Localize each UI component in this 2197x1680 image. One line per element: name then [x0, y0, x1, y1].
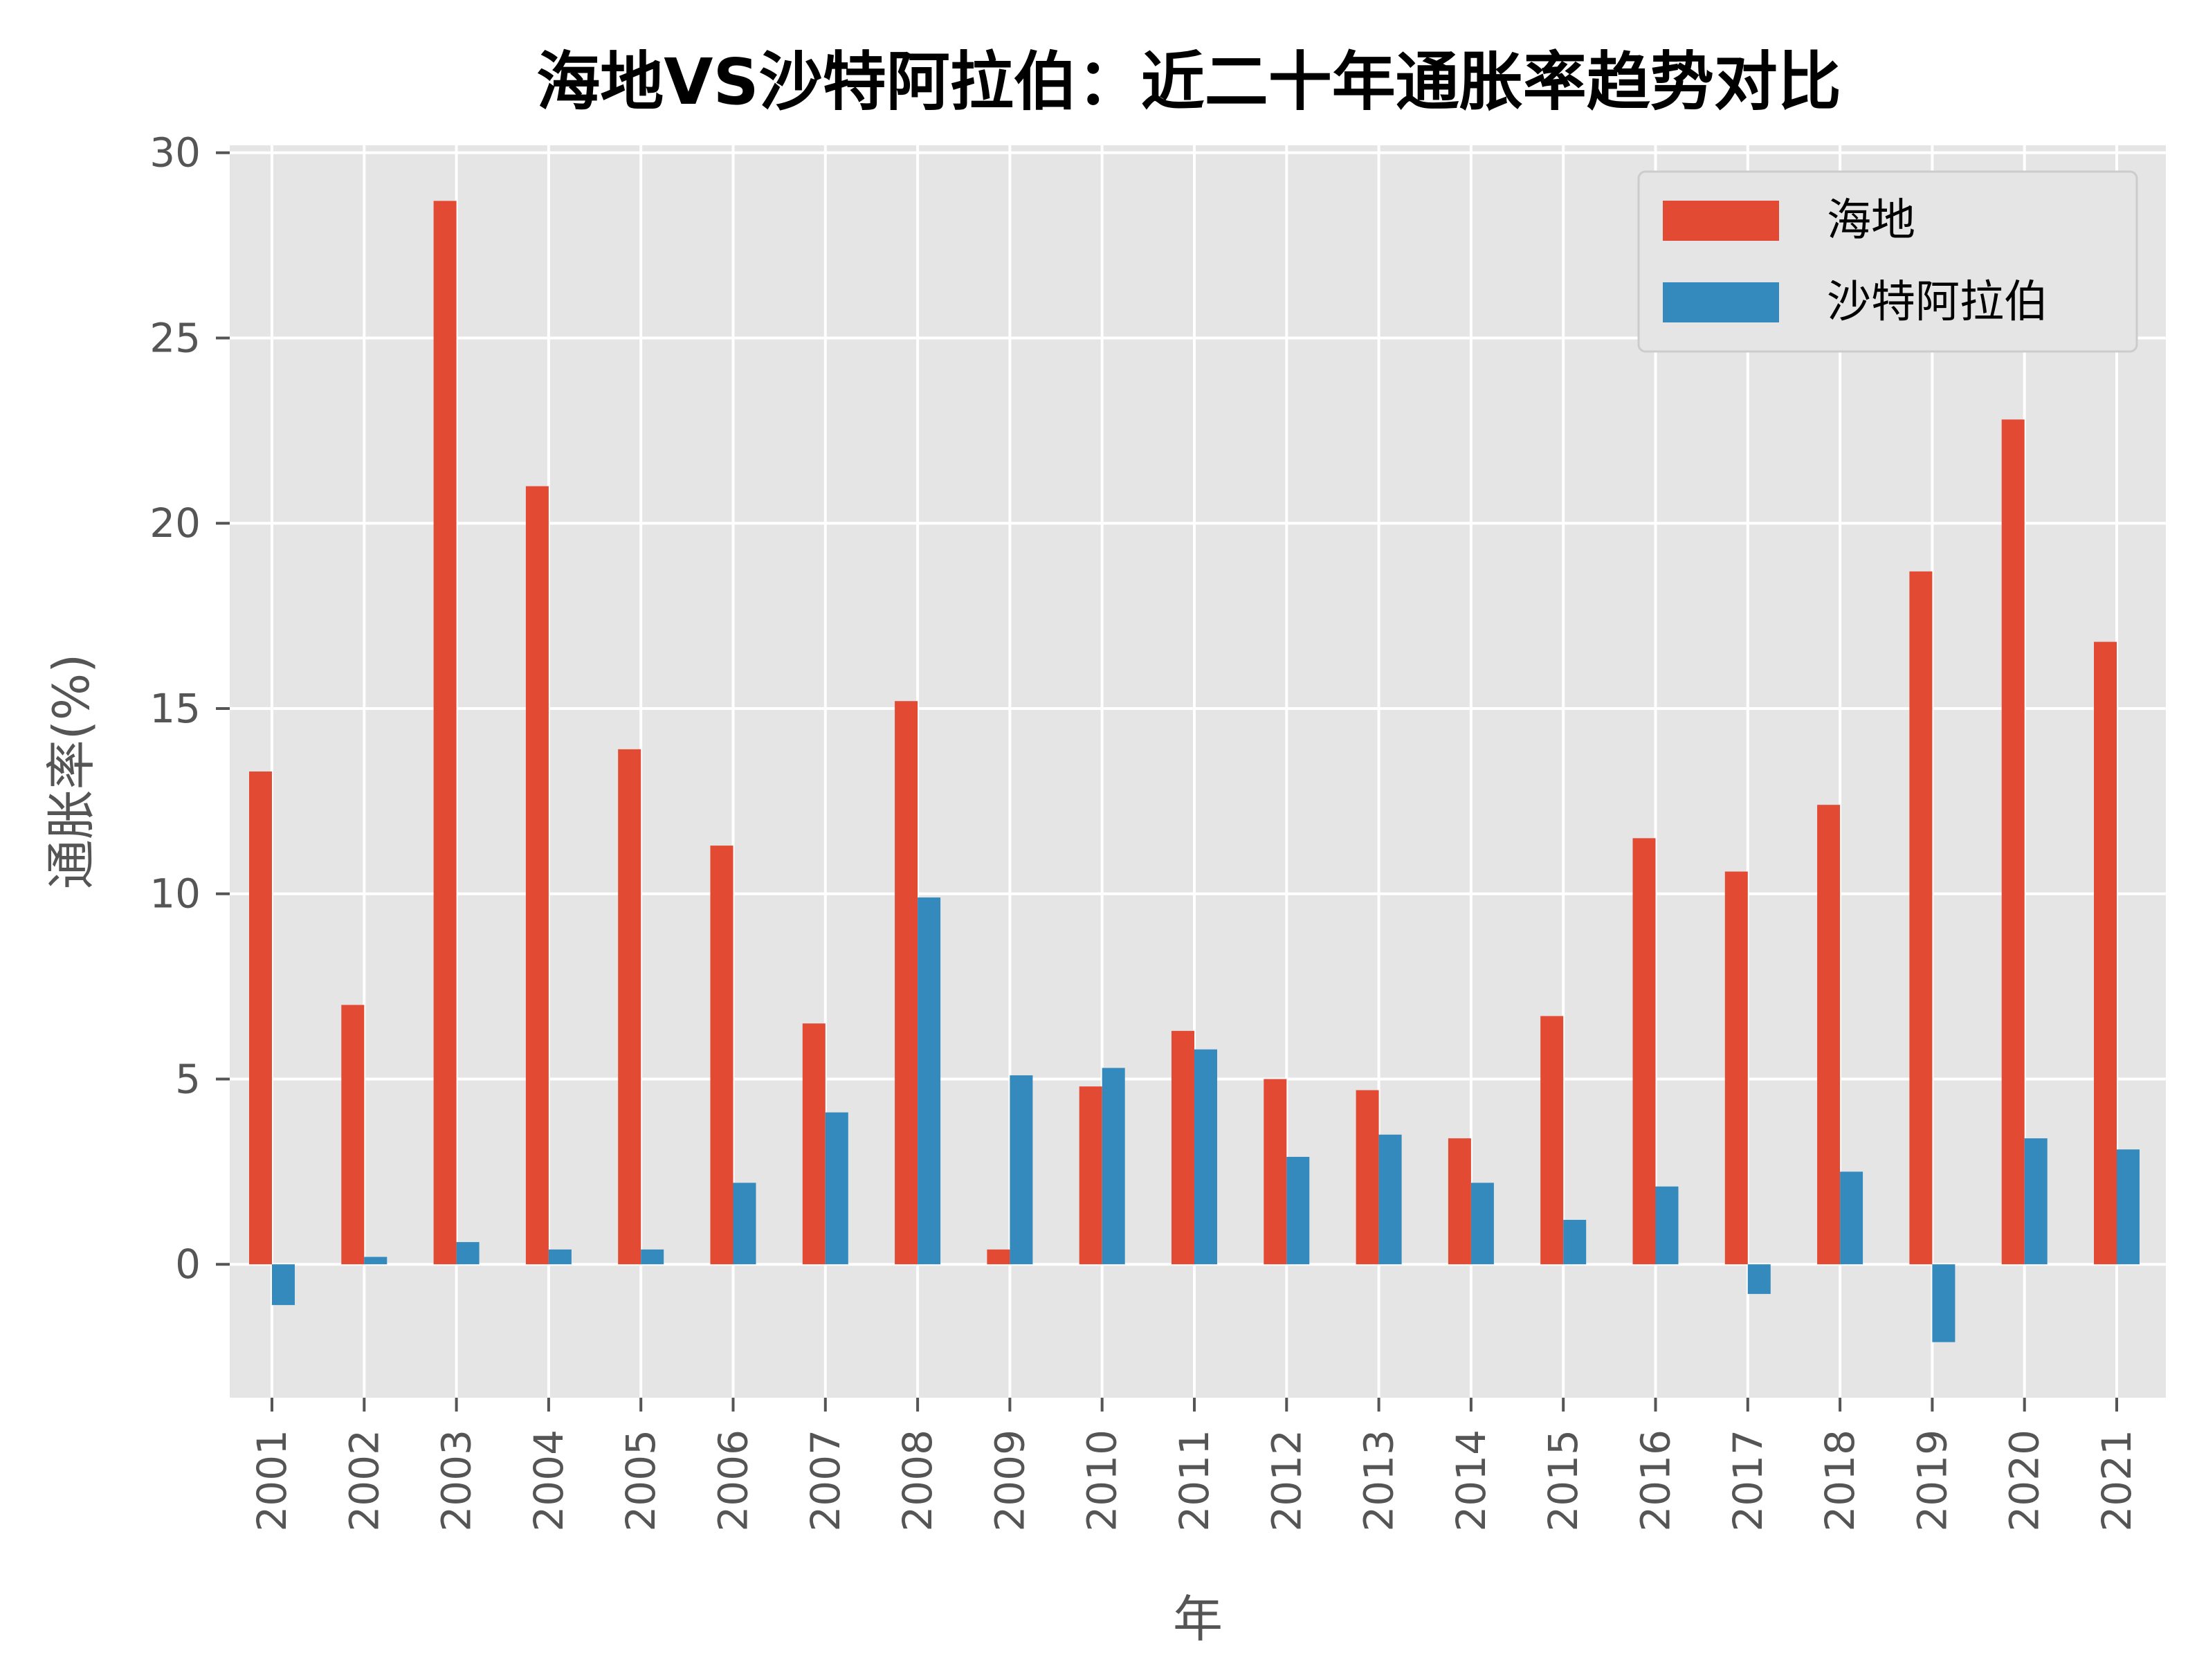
- y-axis-label: 通胀率(%): [42, 654, 100, 890]
- bar-series-1-2001: [249, 771, 272, 1265]
- bar-series-1-2018: [1817, 805, 1841, 1265]
- bar-series-2-2005: [641, 1249, 664, 1265]
- legend-label: 沙特阿拉伯: [1827, 277, 2048, 328]
- y-tick-label: 25: [149, 314, 201, 361]
- bar-series-2-2021: [2117, 1149, 2140, 1265]
- legend-swatch: [1663, 282, 1779, 322]
- x-tick-label: 2002: [340, 1430, 388, 1532]
- bar-series-1-2007: [802, 1023, 826, 1265]
- x-tick-label: 2017: [1724, 1430, 1771, 1532]
- bar-series-1-2017: [1724, 871, 1748, 1265]
- x-tick-label: 2010: [1079, 1430, 1126, 1532]
- bar-series-1-2011: [1172, 1030, 1194, 1265]
- bar-series-1-2012: [1264, 1079, 1287, 1265]
- bar-series-2-2006: [733, 1183, 756, 1265]
- y-tick-label: 20: [149, 500, 201, 547]
- x-tick-label: 2019: [1908, 1430, 1956, 1532]
- x-axis-label: 年: [1173, 1590, 1223, 1648]
- x-tick-label: 2018: [1816, 1430, 1863, 1532]
- x-tick-label: 2005: [617, 1430, 664, 1532]
- bars-layer: [249, 201, 2140, 1342]
- bar-series-2-2011: [1194, 1049, 1217, 1265]
- bar-series-2-2001: [272, 1264, 295, 1306]
- x-tick-label: 2011: [1171, 1430, 1218, 1532]
- bar-series-2-2013: [1378, 1134, 1402, 1265]
- bar-series-2-2003: [456, 1242, 480, 1265]
- legend-swatch: [1663, 201, 1779, 241]
- x-tick-label: 2007: [802, 1430, 849, 1532]
- bar-series-2-2007: [825, 1112, 848, 1265]
- x-tick-label: 2001: [248, 1430, 295, 1532]
- x-tick-label: 2013: [1356, 1430, 1403, 1532]
- bar-series-2-2018: [1840, 1171, 1863, 1265]
- x-tick-label: 2012: [1263, 1430, 1310, 1532]
- bar-series-1-2020: [2001, 419, 2025, 1265]
- x-tick-label: 2006: [710, 1430, 757, 1532]
- chart-title: 海地VS沙特阿拉伯：近二十年通胀率趋势对比: [536, 45, 1841, 119]
- bar-series-1-2006: [710, 846, 733, 1265]
- bar-series-1-2019: [1909, 571, 1933, 1265]
- bar-series-1-2004: [525, 486, 549, 1265]
- bar-series-1-2013: [1356, 1090, 1379, 1265]
- bar-series-1-2009: [987, 1249, 1010, 1265]
- axes-layer: 0 5 10 15 20 25 30 2001 2002 2003 2004 2005 2006 2007…: [149, 129, 2140, 1532]
- x-tick-label: 2021: [2093, 1430, 2140, 1532]
- x-tick-label: 2014: [1448, 1430, 1495, 1532]
- x-tick-label: 2015: [1540, 1430, 1587, 1532]
- bar-series-2-2012: [1286, 1156, 1310, 1265]
- bar-series-1-2002: [341, 1005, 365, 1265]
- y-tick-label: 10: [149, 870, 201, 917]
- legend-label: 海地: [1827, 195, 1915, 246]
- bar-series-2-2002: [364, 1257, 388, 1265]
- bar-series-1-2003: [433, 201, 457, 1265]
- y-tick-label: 30: [149, 129, 201, 176]
- bar-series-1-2021: [2094, 641, 2117, 1265]
- bar-series-2-2004: [548, 1249, 572, 1265]
- bar-series-1-2015: [1540, 1016, 1564, 1265]
- bar-series-1-2008: [895, 701, 918, 1265]
- bar-series-2-2015: [1563, 1219, 1587, 1265]
- bar-series-2-2014: [1470, 1183, 1494, 1265]
- bar-series-1-2016: [1632, 838, 1656, 1265]
- y-tick-label: 15: [149, 685, 201, 732]
- bar-series-1-2014: [1448, 1138, 1471, 1265]
- bar-series-1-2010: [1079, 1086, 1102, 1265]
- y-tick-label: 5: [175, 1055, 201, 1102]
- y-tick-label: 0: [175, 1241, 201, 1288]
- bar-series-2-2010: [1102, 1068, 1125, 1265]
- x-tick-label: 2008: [894, 1430, 941, 1532]
- bar-series-2-2019: [1932, 1264, 1956, 1342]
- bar-series-2-2009: [1010, 1075, 1033, 1265]
- x-tick-label: 2003: [433, 1430, 480, 1532]
- bar-series-1-2005: [618, 749, 641, 1265]
- x-tick-label: 2009: [986, 1430, 1033, 1532]
- bar-series-2-2020: [2024, 1138, 2048, 1265]
- bar-series-2-2016: [1655, 1186, 1679, 1265]
- x-tick-label: 2016: [1632, 1430, 1679, 1532]
- x-tick-label: 2020: [2001, 1430, 2048, 1532]
- bar-series-2-2008: [918, 897, 941, 1265]
- x-tick-label: 2004: [525, 1430, 572, 1532]
- bar-series-2-2017: [1747, 1264, 1771, 1295]
